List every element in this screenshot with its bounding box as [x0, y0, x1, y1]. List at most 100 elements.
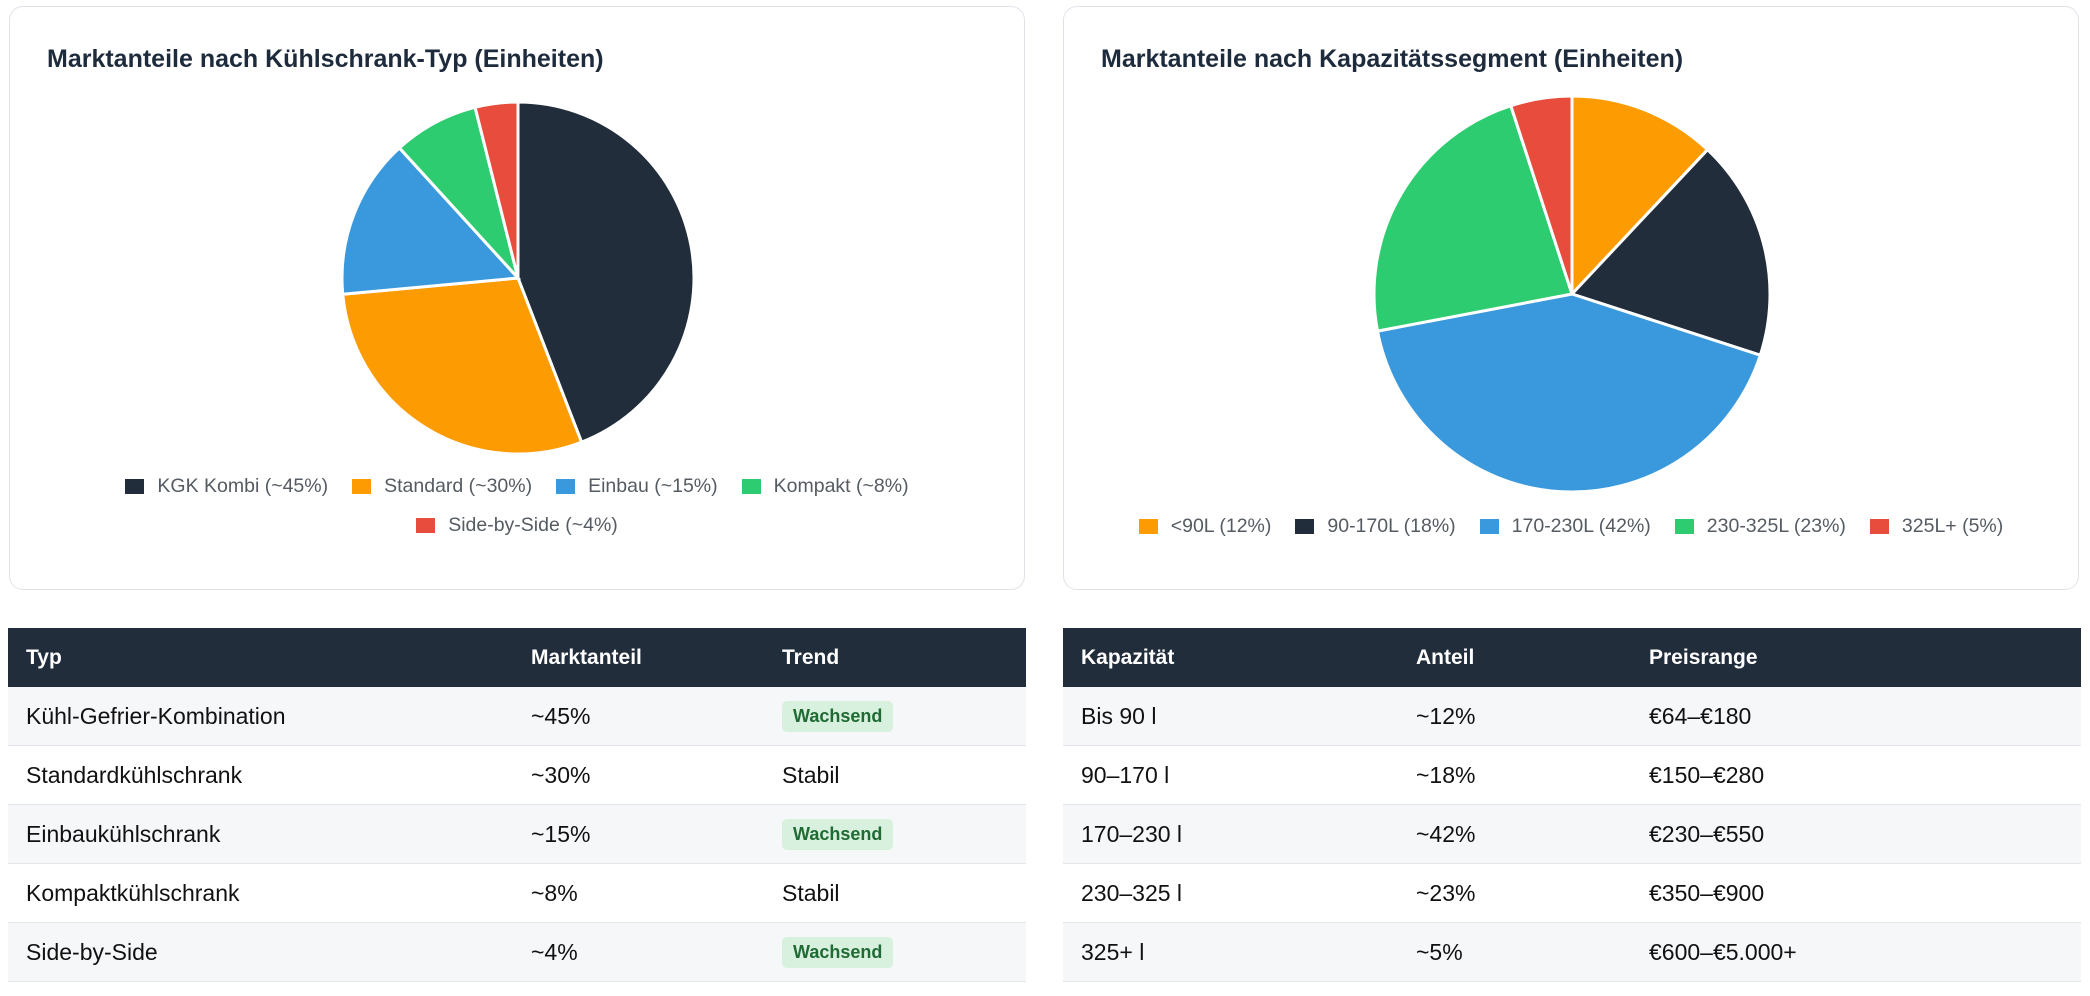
trend-badge: Wachsend	[782, 700, 894, 732]
cell-trend: Wachsend	[764, 922, 1026, 982]
column-header-preisrange: Preisrange	[1649, 645, 1758, 669]
cell-kapazitaet: 325+ l	[1063, 922, 1398, 982]
trend-badge: Wachsend	[782, 936, 894, 968]
table-row: 170–230 l ~42% €230–€550	[1063, 804, 2081, 864]
legend-item: <90L (12%)	[1138, 515, 1272, 538]
trend-badge: Wachsend	[782, 818, 894, 850]
chart-card-type: Marktanteile nach Kühlschrank-Typ (Einhe…	[9, 6, 1025, 590]
pie-slice	[1569, 147, 1772, 358]
legend-label: 170-230L (42%)	[1511, 515, 1651, 537]
legend-item: 170-230L (42%)	[1479, 515, 1651, 538]
column-header-marktanteil: Marktanteil	[531, 645, 642, 669]
table-header-row: Kapazität Anteil Preisrange	[1063, 628, 2081, 687]
table-row: 230–325 l ~23% €350–€900	[1063, 863, 2081, 923]
cell-kapazitaet: Bis 90 l	[1063, 687, 1398, 746]
cell-anteil: ~5%	[1398, 922, 1631, 982]
cell-anteil: ~23%	[1398, 863, 1631, 923]
legend-swatch	[1295, 519, 1315, 534]
legend-swatch	[741, 479, 761, 494]
cell-typ: Kühl-Gefrier-Kombination	[8, 687, 513, 746]
cell-kapazitaet: 230–325 l	[1063, 863, 1398, 923]
cell-trend: Wachsend	[764, 687, 1026, 746]
cell-anteil: ~18%	[1398, 745, 1631, 805]
table-row: Kühl-Gefrier-Kombination ~45% Wachsend	[8, 687, 1026, 746]
chart-card-capacity: Marktanteile nach Kapazitätssegment (Ein…	[1063, 6, 2079, 590]
cell-marktanteil: ~45%	[513, 687, 764, 746]
legend-swatch	[1674, 519, 1694, 534]
cell-kapazitaet: 170–230 l	[1063, 804, 1398, 864]
legend-item: Side-by-Side (~4%)	[416, 514, 618, 537]
column-header-typ: Typ	[26, 645, 62, 669]
cell-trend: Stabil	[764, 863, 1026, 923]
pie-slice	[516, 100, 696, 445]
legend-swatch	[556, 479, 576, 494]
type-table: Typ Marktanteil Trend Kühl-Gefrier-Kombi…	[8, 628, 1026, 982]
cell-kapazitaet: 90–170 l	[1063, 745, 1398, 805]
legend-label: 325L+ (5%)	[1901, 515, 2004, 537]
chart-legend: <90L (12%) 90-170L (18%) 170-230L (42%) 230…	[1064, 515, 2078, 538]
cell-anteil: ~12%	[1398, 687, 1631, 746]
pie-chart-capacity	[1372, 94, 1772, 494]
column-header-kapazitaet: Kapazität	[1081, 645, 1175, 669]
legend-label: 90-170L (18%)	[1327, 515, 1456, 537]
table-header-row: Typ Marktanteil Trend	[8, 628, 1026, 687]
pie-slice	[473, 100, 520, 279]
table-row: 325+ l ~5% €600–€5.000+	[1063, 922, 2081, 982]
cell-anteil: ~42%	[1398, 804, 1631, 864]
legend-label: Side-by-Side (~4%)	[448, 514, 618, 536]
legend-label: Standard (~30%)	[384, 475, 533, 497]
cell-marktanteil: ~15%	[513, 804, 764, 864]
legend-label: Kompakt (~8%)	[773, 475, 909, 497]
cell-typ: Einbaukühlschrank	[8, 804, 513, 864]
cell-marktanteil: ~8%	[513, 863, 764, 923]
cell-marktanteil: ~4%	[513, 922, 764, 982]
table-row: 90–170 l ~18% €150–€280	[1063, 745, 2081, 805]
cell-trend: Stabil	[764, 745, 1026, 805]
legend-item: 230-325L (23%)	[1674, 515, 1846, 538]
cell-typ: Standardkühlschrank	[8, 745, 513, 805]
legend-swatch	[352, 479, 372, 494]
cell-marktanteil: ~30%	[513, 745, 764, 805]
table-row: Einbaukühlschrank ~15% Wachsend	[8, 804, 1026, 864]
chart-title: Marktanteile nach Kühlschrank-Typ (Einhe…	[47, 45, 604, 73]
pie-slice	[340, 145, 522, 296]
legend-item: 325L+ (5%)	[1869, 515, 2004, 538]
table-row: Bis 90 l ~12% €64–€180	[1063, 687, 2081, 746]
legend-swatch	[1138, 519, 1158, 534]
legend-label: Einbau (~15%)	[588, 475, 718, 497]
legend-label: 230-325L (23%)	[1706, 515, 1846, 537]
cell-preisrange: €64–€180	[1631, 687, 2081, 746]
trend-text: Stabil	[782, 761, 840, 788]
table-row: Kompaktkühlschrank ~8% Stabil	[8, 863, 1026, 923]
legend-swatch	[1869, 519, 1889, 534]
table-row: Side-by-Side ~4% Wachsend	[8, 922, 1026, 982]
legend-label: <90L (12%)	[1170, 515, 1272, 537]
legend-label: KGK Kombi (~45%)	[157, 475, 329, 497]
pie-chart-type	[340, 100, 696, 456]
capacity-table: Kapazität Anteil Preisrange Bis 90 l ~12%…	[1063, 628, 2081, 982]
chart-legend: KGK Kombi (~45%) Standard (~30%) Einbau (~…	[10, 475, 1024, 537]
pie-slice	[1570, 94, 1710, 298]
cell-preisrange: €350–€900	[1631, 863, 2081, 923]
chart-title: Marktanteile nach Kapazitätssegment (Ein…	[1101, 45, 1684, 73]
cell-preisrange: €150–€280	[1631, 745, 2081, 805]
legend-item: Einbau (~15%)	[556, 475, 718, 498]
legend-swatch	[125, 479, 145, 494]
column-header-anteil: Anteil	[1416, 645, 1475, 669]
cell-preisrange: €600–€5.000+	[1631, 922, 2081, 982]
legend-item: Standard (~30%)	[352, 475, 532, 498]
legend-swatch	[1479, 519, 1499, 534]
trend-text: Stabil	[782, 879, 840, 906]
legend-item: Kompakt (~8%)	[741, 475, 909, 498]
legend-swatch	[416, 518, 436, 533]
pie-slice	[1375, 292, 1763, 494]
cell-typ: Side-by-Side	[8, 922, 513, 982]
pie-slice	[1508, 94, 1574, 295]
cell-preisrange: €230–€550	[1631, 804, 2081, 864]
cell-typ: Kompaktkühlschrank	[8, 863, 513, 923]
pie-slice	[1372, 103, 1574, 333]
column-header-trend: Trend	[782, 645, 840, 669]
legend-item: KGK Kombi (~45%)	[125, 475, 328, 498]
cell-trend: Wachsend	[764, 804, 1026, 864]
pie-slice	[341, 276, 584, 456]
